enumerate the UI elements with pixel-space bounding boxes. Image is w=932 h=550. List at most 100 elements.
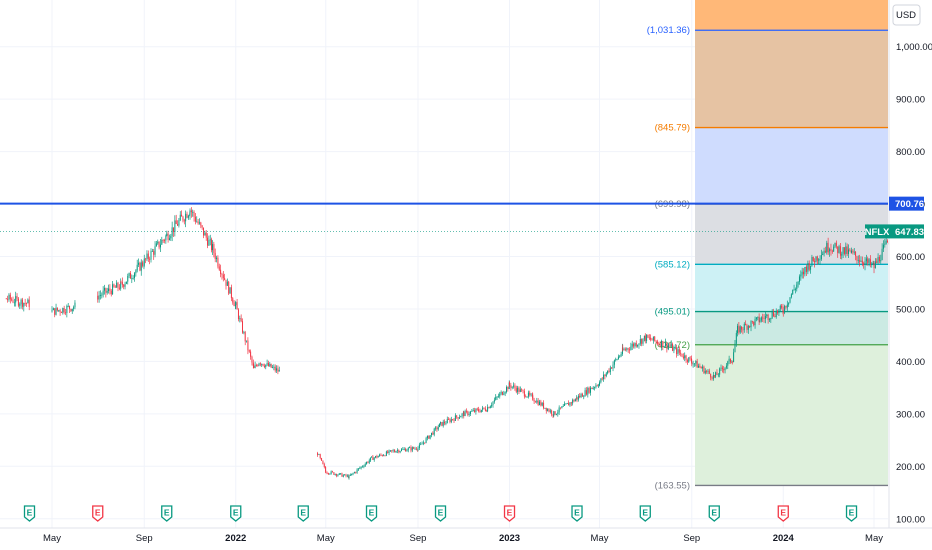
candle-body [620,353,622,356]
candle-body [136,264,138,271]
candle-body [532,395,534,400]
earnings-marker[interactable]: E [161,505,173,522]
candle-body [689,357,691,359]
candle-body [617,356,619,360]
candle-body [9,294,11,300]
price-tick-label: 100.00 [896,514,925,525]
candle-body [676,347,678,355]
candle-body [204,232,206,236]
candle-body [592,387,594,389]
candle-body [380,454,382,456]
candle-body [395,451,397,453]
fib-level-label: (163.55) [655,480,690,491]
candle-body [629,349,631,351]
candle-body [153,251,155,255]
candle-body [662,340,664,348]
candle-body [352,473,354,475]
candle-body [175,220,177,225]
candle-body [224,278,226,280]
candle-body [467,411,469,415]
candle-body [105,288,107,293]
earnings-marker[interactable]: E [571,505,583,522]
candle-body [230,287,232,299]
candle-body [810,265,812,270]
candle-body [441,422,443,426]
earnings-marker[interactable]: E [230,505,242,522]
candle-body [717,374,719,376]
candle-body [704,370,706,374]
ticker-tag[interactable] [865,224,889,239]
candle-body [785,305,787,308]
candle-body [537,400,539,405]
candle-body [561,406,563,409]
candle-body [698,365,700,368]
candle-body [719,368,721,375]
earnings-marker[interactable]: E [92,505,104,522]
earnings-marker[interactable]: E [503,505,516,522]
candle-body [186,213,188,218]
currency-box[interactable] [892,4,921,26]
time-tick-label: Sep [136,533,153,544]
candle-body [865,258,867,262]
earnings-badge [297,505,309,522]
earnings-marker[interactable]: E [434,505,447,522]
earnings-marker[interactable]: E [708,505,720,522]
candle-body [366,462,368,464]
time-axis[interactable]: MaySep2022MaySep2023MaySep2024MaySep2025… [0,527,932,550]
fib-zone [695,264,888,312]
candle-body [639,338,641,344]
candle-body [581,394,583,397]
candle-body [384,455,386,457]
earnings-marker[interactable]: E [23,505,36,522]
candle-body [665,342,667,347]
price-axis[interactable]: USD1,000.00900.00800.00700.00600.00500.0… [865,0,932,550]
candle-body [392,450,394,452]
candle-body [782,311,784,313]
earnings-marker[interactable]: E [297,505,309,522]
resistance-price-tag[interactable] [889,196,924,211]
candle-body [708,370,710,374]
candle-body [211,239,213,251]
candle-body [876,261,878,263]
earnings-marker[interactable]: E [777,505,789,522]
earnings-marker[interactable]: E [639,505,651,522]
candle-body [603,374,605,380]
candle-body [460,416,462,418]
candle-body [394,451,396,453]
candle-body [277,368,279,372]
candle-body [212,244,214,251]
candle-body [157,241,159,244]
candle-body [464,410,466,417]
candle-body [735,333,737,344]
earnings-marker[interactable]: E [845,505,858,522]
candle-body [418,444,420,449]
candle-body [5,298,7,300]
candle-body [874,261,876,269]
candle-body [323,464,325,467]
candle-body [574,399,576,402]
time-tick-label: May [591,533,609,544]
candle-body [506,387,508,392]
candle-body [702,366,704,369]
candle-body [827,251,829,252]
candle-body [539,401,541,405]
candle-body [276,368,278,371]
earnings-badge [230,505,242,522]
fib-retracement[interactable]: (1,031.36)(845.79)(699.98)(585.12)(495.0… [647,0,888,491]
candle-body [334,474,336,475]
candle-body [406,450,408,452]
earnings-marker[interactable]: E [365,505,378,522]
candle-body [379,454,381,457]
candle-body [109,288,111,291]
candle-body [471,411,473,412]
candle-body [527,392,529,397]
candle-body [872,262,874,264]
candle-body [377,456,379,458]
candle-body [67,305,69,307]
candle-body [587,387,589,395]
currency-label[interactable]: USD [896,10,916,21]
last-price-tag[interactable] [889,224,924,239]
candle-body [622,347,624,351]
candle-body [504,391,506,394]
